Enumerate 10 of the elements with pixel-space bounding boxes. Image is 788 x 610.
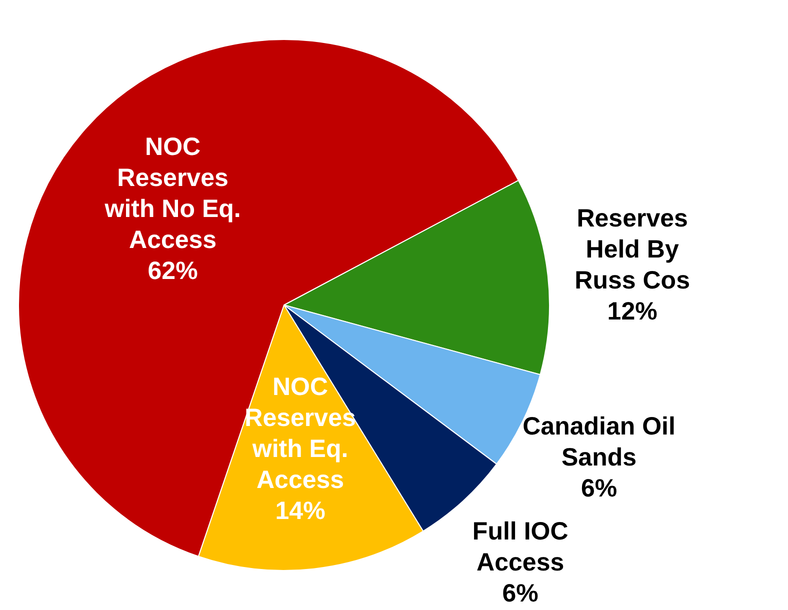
slice-label: Reserves Held By Russ Cos <box>574 204 690 294</box>
slice-label: Full IOC Access <box>472 518 568 577</box>
data-label: 12% <box>607 297 658 326</box>
data-label: 62% <box>148 257 198 286</box>
slice-label: NOC Reserves with No Eq. Access <box>104 133 241 254</box>
data-label: 6% <box>580 474 618 503</box>
slice-label: Canadian Oil Sands <box>522 412 676 472</box>
data-label: 6% <box>502 580 538 608</box>
data-label: 14% <box>275 497 326 526</box>
slice-label: NOC Reserves with Eq. Access <box>244 373 356 494</box>
